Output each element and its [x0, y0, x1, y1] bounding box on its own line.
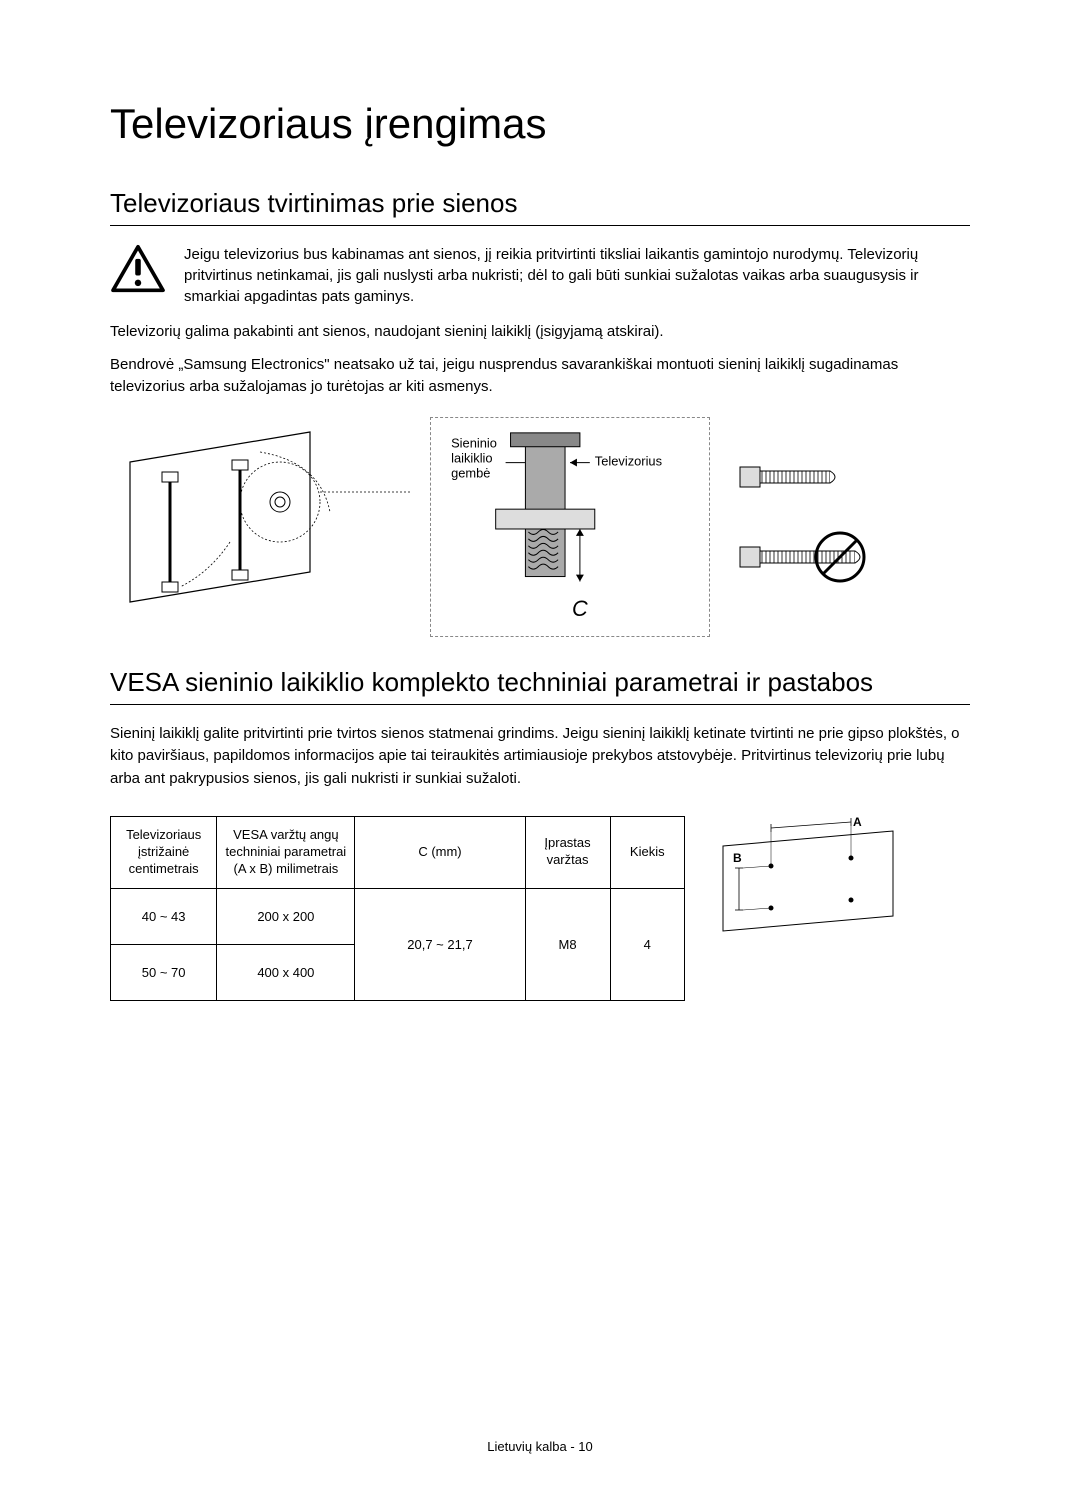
a-label: A — [853, 816, 862, 829]
td-vesa-1: 200 x 200 — [217, 888, 355, 944]
td-c: 20,7 ~ 21,7 — [355, 888, 525, 1000]
warning-icon — [110, 244, 166, 294]
td-size-1: 40 ~ 43 — [111, 888, 217, 944]
th-screw: Įprastas varžtas — [525, 817, 610, 889]
th-size: Televizoriaus įstrižainė centimetrais — [111, 817, 217, 889]
td-qty: 4 — [610, 888, 684, 1000]
th-qty: Kiekis — [610, 817, 684, 889]
section1-heading: Televizoriaus tvirtinimas prie sienos — [110, 188, 970, 226]
th-vesa: VESA varžtų angų techniniai parametrai (… — [217, 817, 355, 889]
section2-p1: Sieninį laikiklį galite pritvirtinti pri… — [110, 723, 970, 791]
vesa-panel-diagram: A B — [703, 816, 903, 946]
vesa-spec-table: Televizoriaus įstrižainė centimetrais VE… — [110, 816, 685, 1001]
tv-label: Televizorius — [595, 453, 662, 468]
section2-heading: VESA sieninio laikiklio komplekto techni… — [110, 667, 970, 705]
b-label: B — [733, 851, 742, 865]
c-label: C — [572, 596, 588, 621]
th-c: C (mm) — [355, 817, 525, 889]
bolt-cross-section-diagram: Sieniniolaikikliogembė Televizorius C — [430, 417, 710, 637]
warning-block: Jeigu televizorius bus kabinamas ant sie… — [110, 244, 970, 307]
td-size-2: 50 ~ 70 — [111, 944, 217, 1000]
wall-mount-diagram — [110, 422, 410, 632]
section1-p2: Bendrovė „Samsung Electronics" neatsako … — [110, 354, 970, 399]
td-vesa-2: 400 x 400 — [217, 944, 355, 1000]
page-footer: Lietuvių kalba - 10 — [0, 1439, 1080, 1454]
screw-comparison-diagram — [730, 447, 870, 607]
td-screw: M8 — [525, 888, 610, 1000]
warning-text: Jeigu televizorius bus kabinamas ant sie… — [184, 244, 970, 307]
bracket-label: Sieniniolaikikliogembė — [451, 435, 497, 480]
page-title: Televizoriaus įrengimas — [110, 100, 970, 148]
diagram-row: Sieniniolaikikliogembė Televizorius C — [110, 417, 970, 637]
section1-p1: Televizorių galima pakabinti ant sienos,… — [110, 321, 970, 344]
